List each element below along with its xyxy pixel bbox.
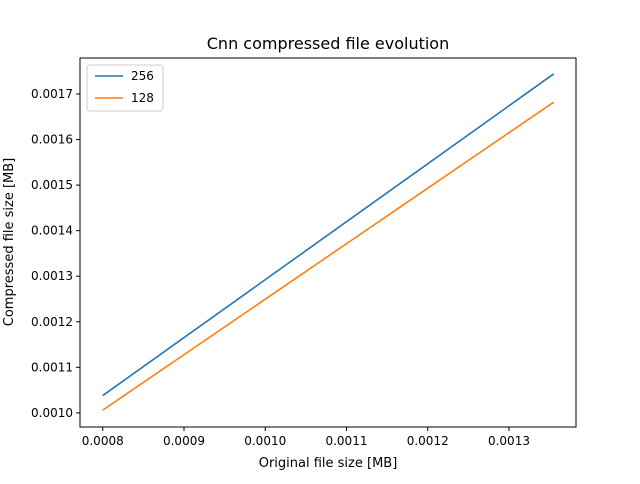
plot-frame: [79, 57, 577, 428]
y-tick-label: 0.0011: [31, 360, 73, 374]
y-tick-label: 0.0017: [31, 87, 73, 101]
x-tick-label: 0.0008: [82, 434, 124, 448]
x-axis-label: Original file size [MB]: [259, 456, 398, 471]
y-tick-label: 0.0012: [31, 315, 73, 329]
series-line-256: [102, 73, 555, 397]
x-tick-label: 0.0009: [163, 434, 205, 448]
y-tick-label: 0.0014: [31, 224, 73, 238]
series-line-128: [102, 101, 555, 411]
x-tick-label: 0.0011: [325, 434, 367, 448]
y-axis-label: Compressed file size [MB]: [2, 158, 17, 326]
y-tick-label: 0.0015: [31, 178, 73, 192]
legend: 256 128: [86, 64, 164, 112]
legend-label: 128: [131, 91, 154, 105]
y-tick-label: 0.0013: [31, 269, 73, 283]
legend-label: 256: [131, 69, 154, 83]
y-tick-label: 0.0016: [31, 133, 73, 147]
x-tick-label: 0.0013: [488, 434, 530, 448]
y-tick-label: 0.0010: [31, 406, 73, 420]
chart-title: Cnn compressed file evolution: [207, 34, 449, 53]
x-tick-label: 0.0010: [244, 434, 286, 448]
x-tick-label: 0.0012: [407, 434, 449, 448]
